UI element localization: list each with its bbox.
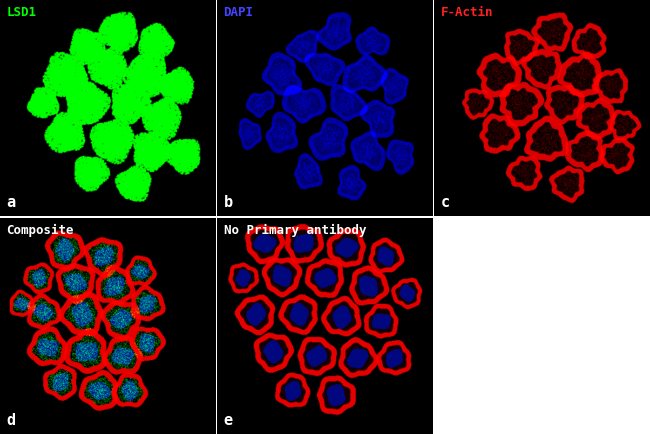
Text: F-Actin: F-Actin — [441, 7, 493, 20]
Text: DAPI: DAPI — [224, 7, 254, 20]
Text: No Primary antibody: No Primary antibody — [224, 224, 366, 237]
Text: d: d — [6, 412, 16, 427]
Text: Composite: Composite — [6, 224, 74, 237]
Text: a: a — [6, 195, 16, 210]
Text: e: e — [224, 412, 233, 427]
Text: c: c — [441, 195, 450, 210]
Text: LSD1: LSD1 — [6, 7, 36, 20]
Text: b: b — [224, 195, 233, 210]
